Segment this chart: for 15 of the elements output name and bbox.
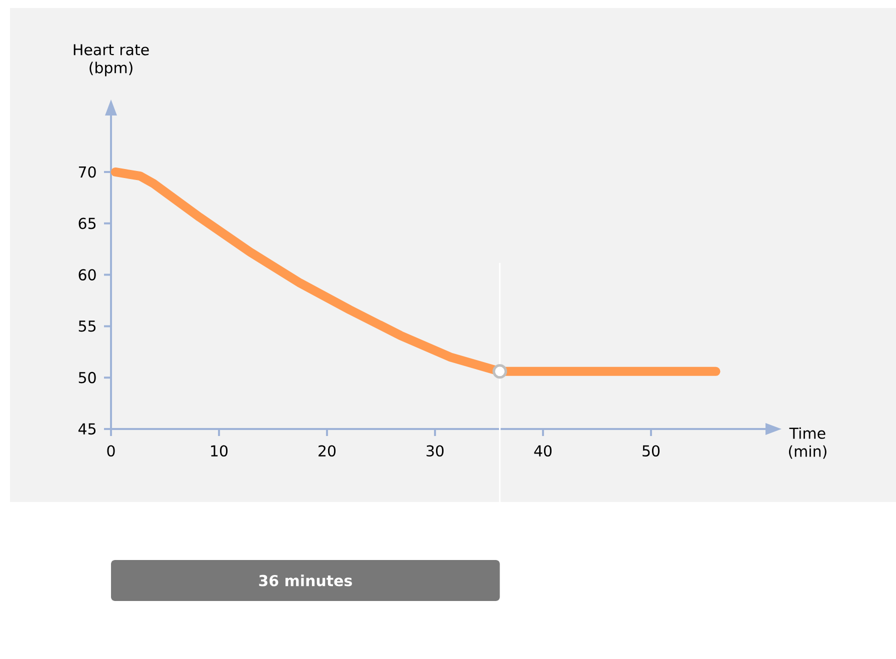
y-tick-label: 65 xyxy=(78,218,96,230)
x-axis-title: Time (min) xyxy=(788,427,826,459)
x-tick-label: 40 xyxy=(534,445,552,457)
y-axis-title: Heart rate (bpm) xyxy=(74,44,149,76)
y-tick-label: 60 xyxy=(78,269,96,280)
x-tick-label: 20 xyxy=(318,445,336,457)
x-tick-label: 0 xyxy=(107,445,115,457)
y-tick-label: 70 xyxy=(78,166,96,178)
x-tick-label: 50 xyxy=(642,445,660,457)
x-tick-label: 30 xyxy=(426,445,444,457)
y-tick-label: 55 xyxy=(78,320,96,332)
x-tick-label: 10 xyxy=(211,445,228,457)
ref-line-label: 36 minutes xyxy=(259,574,352,586)
y-tick-label: 45 xyxy=(78,423,96,435)
y-tick-label: 50 xyxy=(78,372,96,384)
